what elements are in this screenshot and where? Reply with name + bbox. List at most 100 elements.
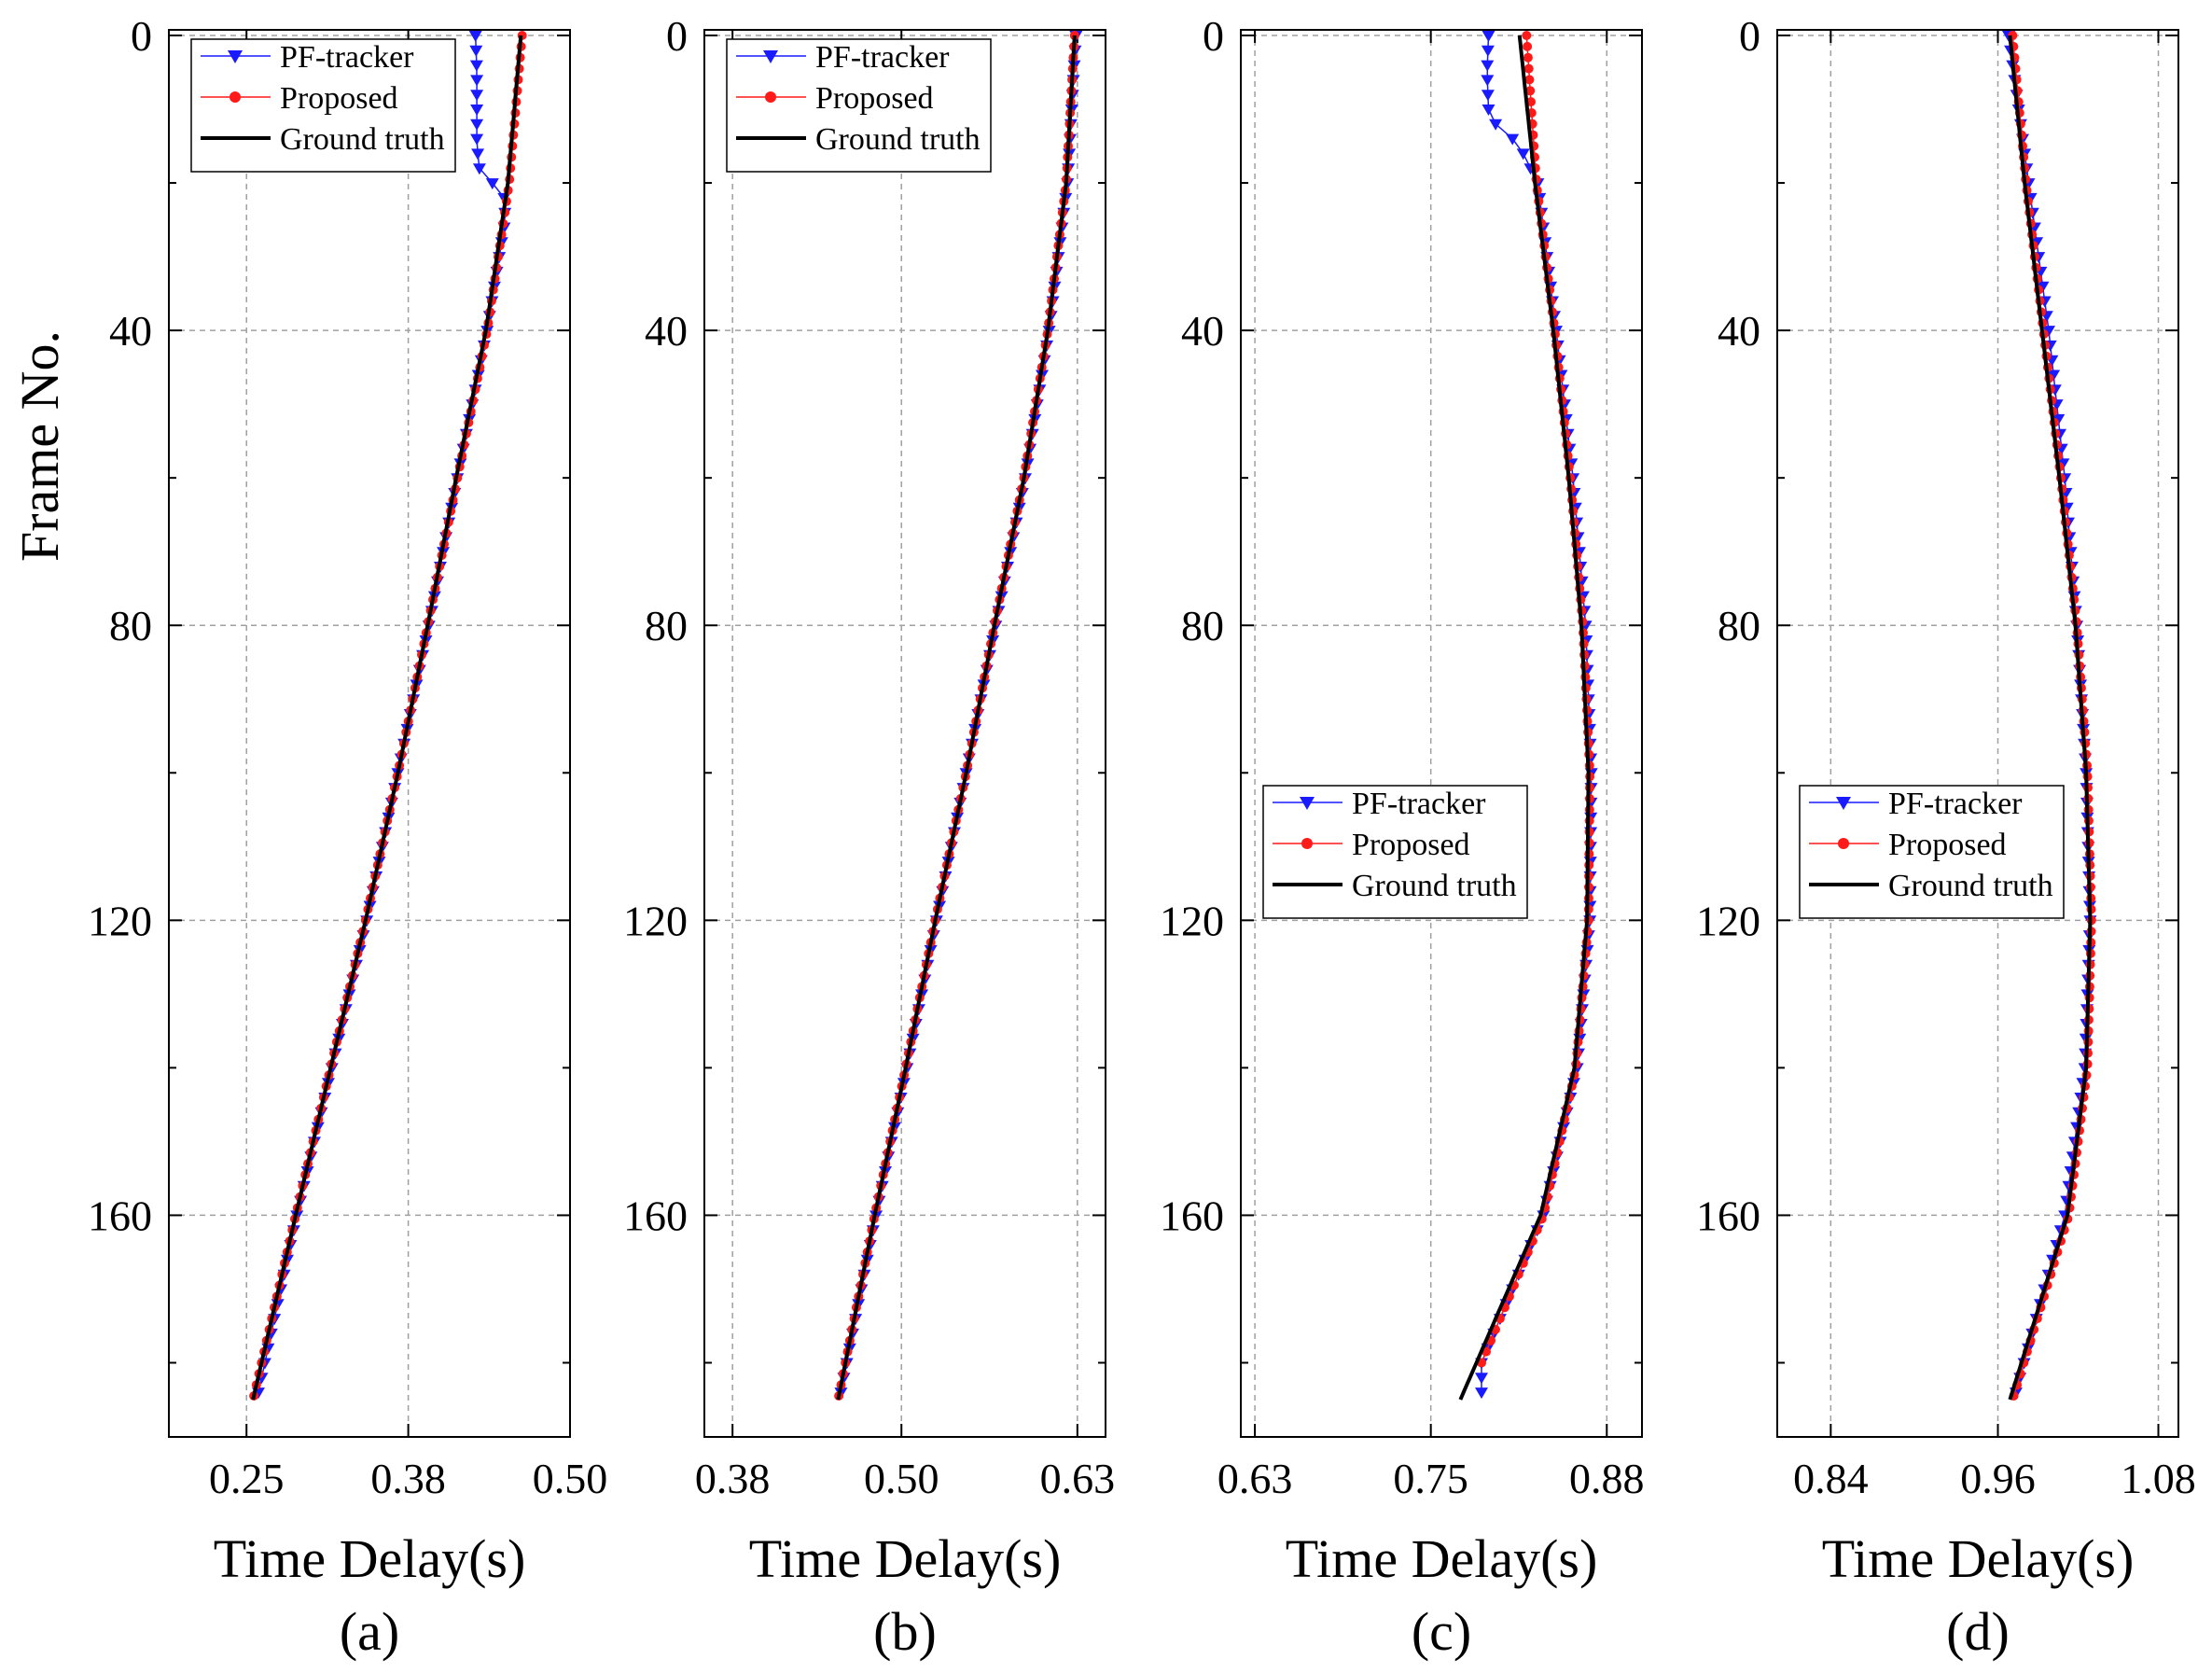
pf-tracker-marker — [1489, 119, 1503, 131]
plot-frame — [168, 29, 571, 1438]
pf-tracker-line — [257, 35, 506, 1393]
y-tick-label: 160 — [88, 1192, 152, 1239]
x-axis-title: Time Delay(s) — [1822, 1528, 2135, 1589]
ground-truth-line — [836, 35, 1077, 1401]
legend-pf-marker — [1836, 797, 1851, 810]
x-axis-title: Time Delay(s) — [1286, 1528, 1598, 1589]
x-tick-label: 0.38 — [370, 1455, 446, 1502]
plot-frame — [703, 29, 1106, 1438]
pf-tracker-marker — [1506, 133, 1520, 146]
legend-label-pf-tracker: PF-tracker — [815, 40, 950, 75]
y-tick-label: 120 — [1696, 897, 1760, 944]
ground-truth-line — [2008, 35, 2093, 1401]
ground-truth-line — [1458, 35, 1591, 1401]
pf-tracker-marker — [1475, 1373, 1488, 1385]
legend-pf-marker — [228, 50, 243, 63]
pf-tracker-marker — [1481, 90, 1495, 102]
x-axis-title: Time Delay(s) — [214, 1528, 526, 1589]
proposed-marker — [1523, 41, 1533, 51]
panel-label: (b) — [873, 1601, 937, 1662]
pf-tracker-marker — [469, 45, 483, 57]
pf-tracker-marker — [470, 105, 484, 116]
legend: PF-tracker Proposed Ground truth — [1262, 785, 1528, 919]
y-tick-label: 0 — [1203, 12, 1224, 60]
legend-label-ground-truth: Ground truth — [1352, 869, 1517, 903]
legend: PF-tracker Proposed Ground truth — [1799, 785, 2065, 919]
pf-tracker-marker — [2052, 413, 2066, 425]
pf-tracker-marker — [1482, 31, 1496, 42]
y-tick-label: 160 — [1160, 1192, 1224, 1239]
legend-proposed-marker — [1301, 838, 1313, 849]
y-tick-label: 80 — [1718, 602, 1760, 649]
plot-frame — [1776, 29, 2179, 1438]
pf-tracker-marker — [470, 133, 484, 146]
x-tick-label: 0.50 — [533, 1455, 608, 1502]
y-tick-label: 120 — [1160, 897, 1224, 944]
pf-tracker-line — [1481, 35, 1593, 1393]
y-tick-label: 160 — [1696, 1192, 1760, 1239]
x-tick-label: 0.63 — [1040, 1455, 1116, 1502]
pf-tracker-marker — [468, 31, 482, 42]
pf-tracker-marker — [472, 163, 486, 175]
pf-tracker-marker — [2036, 281, 2050, 293]
proposed-marker — [1523, 52, 1533, 63]
plot-frame — [1240, 29, 1643, 1438]
proposed-line — [1481, 35, 1591, 1363]
proposed-marker — [1526, 97, 1536, 107]
legend-proposed-marker — [765, 91, 776, 103]
pf-tracker-marker — [470, 75, 484, 87]
pf-tracker-marker — [1481, 60, 1495, 72]
proposed-marker — [1523, 63, 1534, 74]
x-tick-label: 0.63 — [1217, 1455, 1293, 1502]
panel-c: 0 40 80 120 160 0.63 0.75 0.88 Time Delay(s) (c) P… — [1160, 12, 1645, 1662]
y-tick-label: 40 — [1181, 307, 1224, 355]
legend-label-ground-truth: Ground truth — [1888, 869, 2053, 903]
panel-label: (d) — [1946, 1601, 2010, 1662]
pf-tracker-marker — [469, 60, 483, 72]
legend: PF-tracker Proposed Ground truth — [726, 38, 992, 173]
panel-label: (c) — [1412, 1601, 1471, 1662]
x-tick-label: 0.75 — [1393, 1455, 1468, 1502]
legend-label-proposed: Proposed — [815, 81, 934, 116]
proposed-line — [253, 35, 523, 1397]
legend-proposed-marker — [230, 91, 241, 103]
x-tick-label: 0.25 — [209, 1455, 285, 1502]
y-tick-label: 0 — [131, 12, 152, 60]
x-tick-label: 0.88 — [1569, 1455, 1645, 1502]
y-tick-label: 40 — [109, 307, 152, 355]
pf-tracker-marker — [1481, 45, 1495, 57]
y-tick-label: 160 — [623, 1192, 688, 1239]
y-tick-label: 80 — [1181, 602, 1224, 649]
pf-tracker-marker — [470, 119, 484, 131]
y-tick-label: 80 — [109, 602, 152, 649]
legend-pf-marker — [1300, 797, 1315, 810]
legend-proposed-marker — [1838, 838, 1849, 849]
proposed-line — [838, 35, 1076, 1397]
pf-tracker-marker — [471, 148, 485, 160]
proposed-line — [2011, 35, 2093, 1397]
pf-tracker-marker — [485, 178, 499, 190]
pf-tracker-marker — [1475, 1387, 1488, 1400]
legend-label-proposed: Proposed — [280, 81, 398, 116]
x-tick-label: 1.08 — [2121, 1455, 2196, 1502]
proposed-marker — [1525, 86, 1536, 96]
ground-truth-line — [251, 35, 523, 1401]
y-tick-label: 120 — [88, 897, 152, 944]
y-tick-label: 0 — [666, 12, 688, 60]
legend-label-proposed: Proposed — [1888, 828, 2007, 862]
pf-tracker-line — [2008, 35, 2092, 1393]
pf-tracker-marker — [2047, 369, 2061, 382]
y-tick-label: 120 — [623, 897, 688, 944]
legend-label-ground-truth: Ground truth — [815, 122, 981, 157]
pf-tracker-line — [840, 35, 1078, 1393]
panel-b: 0 40 80 120 160 0.38 0.50 0.63 Time Delay(s) (b) P… — [623, 12, 1115, 1662]
x-tick-label: 0.38 — [695, 1455, 771, 1502]
legend-pf-marker — [763, 50, 778, 63]
y-tick-label: 40 — [645, 307, 688, 355]
panel-d: 0 40 80 120 160 0.84 0.96 1.08 Time Delay(s) (d) P… — [1696, 12, 2196, 1662]
pf-tracker-marker — [1516, 148, 1530, 160]
x-tick-label: 0.96 — [1960, 1455, 2036, 1502]
